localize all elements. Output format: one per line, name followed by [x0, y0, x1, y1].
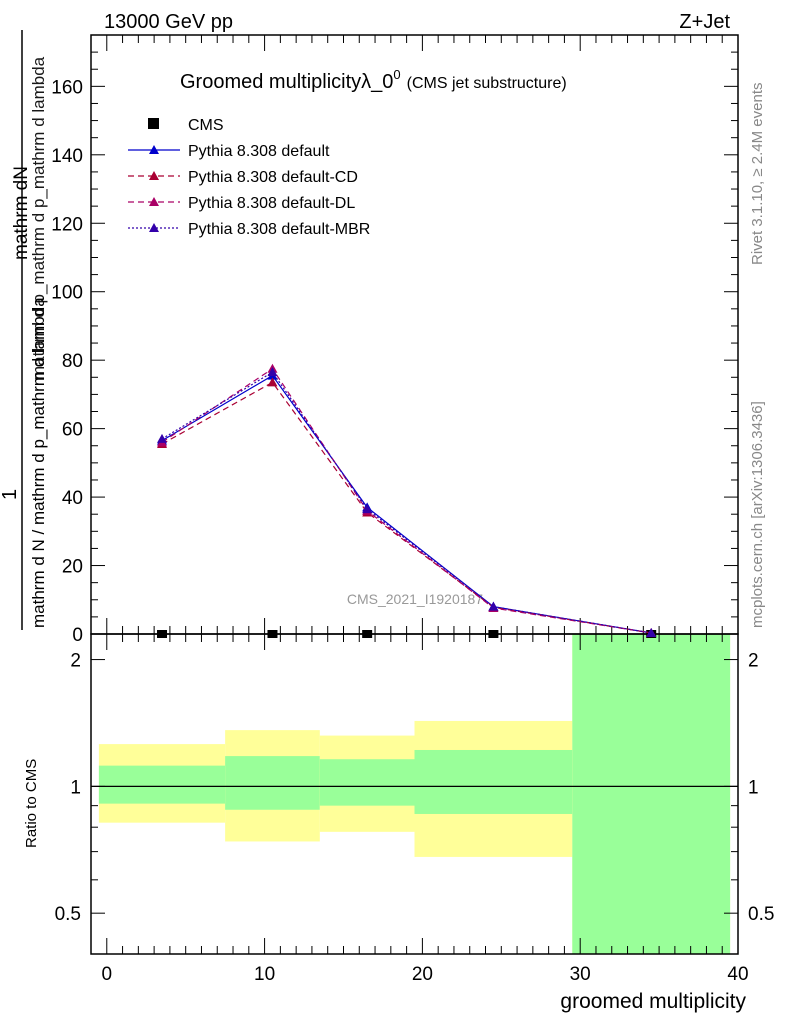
legend-label-mbr: Pythia 8.308 default-MBR [188, 221, 370, 238]
xtick-label-30: 30 [570, 964, 591, 985]
header-process: Z+Jet [679, 11, 730, 33]
ratio-band-inner-3 [414, 749, 573, 814]
legend-label-cms: CMS [188, 117, 224, 134]
legend-marker-cd [149, 171, 159, 180]
mcplots-label: mcplots.cern.ch [arXiv:1306.3436] [749, 401, 766, 628]
series-point-mbr-4 [646, 627, 657, 637]
series-point-mbr-2 [362, 504, 373, 514]
ratio-bands [91, 634, 738, 954]
main-ytick-label-80: 80 [62, 351, 83, 372]
series-line-mbr [161, 371, 652, 634]
ratio-band-inner-0 [98, 765, 226, 804]
ratio-ytick-label-right-0.5: 0.5 [748, 904, 774, 925]
ratio-ytick-label-right-1: 1 [748, 777, 759, 798]
main-ytick-label-60: 60 [62, 420, 83, 441]
ratio-band-inner-1 [225, 756, 320, 810]
xtick-label-10: 10 [254, 964, 275, 985]
xtick-label-40: 40 [727, 964, 748, 985]
main-ytick-label-40: 40 [62, 488, 83, 509]
header-energy: 13000 GeV pp [104, 11, 233, 33]
cms-point-1 [267, 630, 278, 638]
watermark-group: CMS_2021_I1920187 [347, 591, 483, 607]
ratio-ytick-label-left-2: 2 [70, 651, 81, 672]
y-label-denominator-2: mathrm d p_mathrm d p_mathrm d lambda [29, 56, 48, 380]
y-axis-label: 1 mathrm dN mathrm d N / mathrm d p_math… [0, 30, 48, 630]
ratio-y-label: Ratio to CMS [23, 759, 40, 848]
ratio-ytick-label-left-1: 1 [70, 777, 81, 798]
ratio-band-inner-2 [319, 759, 415, 806]
series-point-cd-1 [267, 377, 278, 387]
main-ytick-label-160: 160 [51, 77, 83, 98]
chart-title: Groomed multiplicityλ_00 (CMS jet substru… [180, 67, 567, 93]
series-point-mbr-0 [157, 433, 168, 443]
ratio-frame-border [90, 633, 739, 955]
legend-marker-dl [149, 197, 159, 206]
main-ytick-label-140: 140 [51, 146, 83, 167]
main-ytick-label-20: 20 [62, 557, 83, 578]
analysis-watermark: CMS_2021_I1920187 [347, 591, 483, 607]
main-ytick-label-120: 120 [51, 214, 83, 235]
legend-label-default: Pythia 8.308 default [188, 143, 330, 160]
rivet-version-label: Rivet 3.1.10, ≥ 2.4M events [749, 83, 766, 266]
cms-point-2 [362, 630, 373, 638]
legend-label-cd: Pythia 8.308 default-CD [188, 169, 358, 186]
legend-marker-mbr [149, 223, 159, 232]
main-ytick-label-100: 100 [51, 283, 83, 304]
legend-marker-cms [148, 118, 159, 129]
chart-title-main: Groomed multiplicityλ_0 [180, 71, 393, 93]
y-label-denominator: mathrm d N / mathrm d p_mathrm d lambda [29, 297, 48, 628]
cms-point-0 [157, 630, 168, 638]
ratio-ytick-label-left-0.5: 0.5 [55, 904, 81, 925]
chart-title-suffix: (CMS jet substructure) [407, 75, 567, 92]
main-ytick-label-0: 0 [72, 625, 83, 646]
series-point-mbr-1 [267, 367, 278, 377]
ratio-ytick-label-right-2: 2 [748, 651, 759, 672]
chart-title-superscript: 0 [393, 67, 400, 82]
series-point-mbr-3 [488, 601, 499, 611]
y-label-one: 1 [0, 489, 21, 500]
legend-label-dl: Pythia 8.308 default-DL [188, 195, 355, 212]
cms-point-3 [488, 630, 499, 638]
legend: CMS Pythia 8.308 default Pythia 8.308 defa… [128, 117, 370, 238]
series-group [157, 363, 657, 638]
ratio-plot-frame: 0 10 20 30 40 0.5 0.5 1 1 2 2 [55, 633, 774, 985]
legend-marker-default [149, 145, 159, 154]
ratio-band-inner-4 [572, 634, 731, 954]
xtick-label-0: 0 [101, 964, 112, 985]
xtick-label-20: 20 [412, 964, 433, 985]
x-axis-label: groomed multiplicity [560, 990, 746, 1013]
series-line-cd [161, 381, 652, 634]
